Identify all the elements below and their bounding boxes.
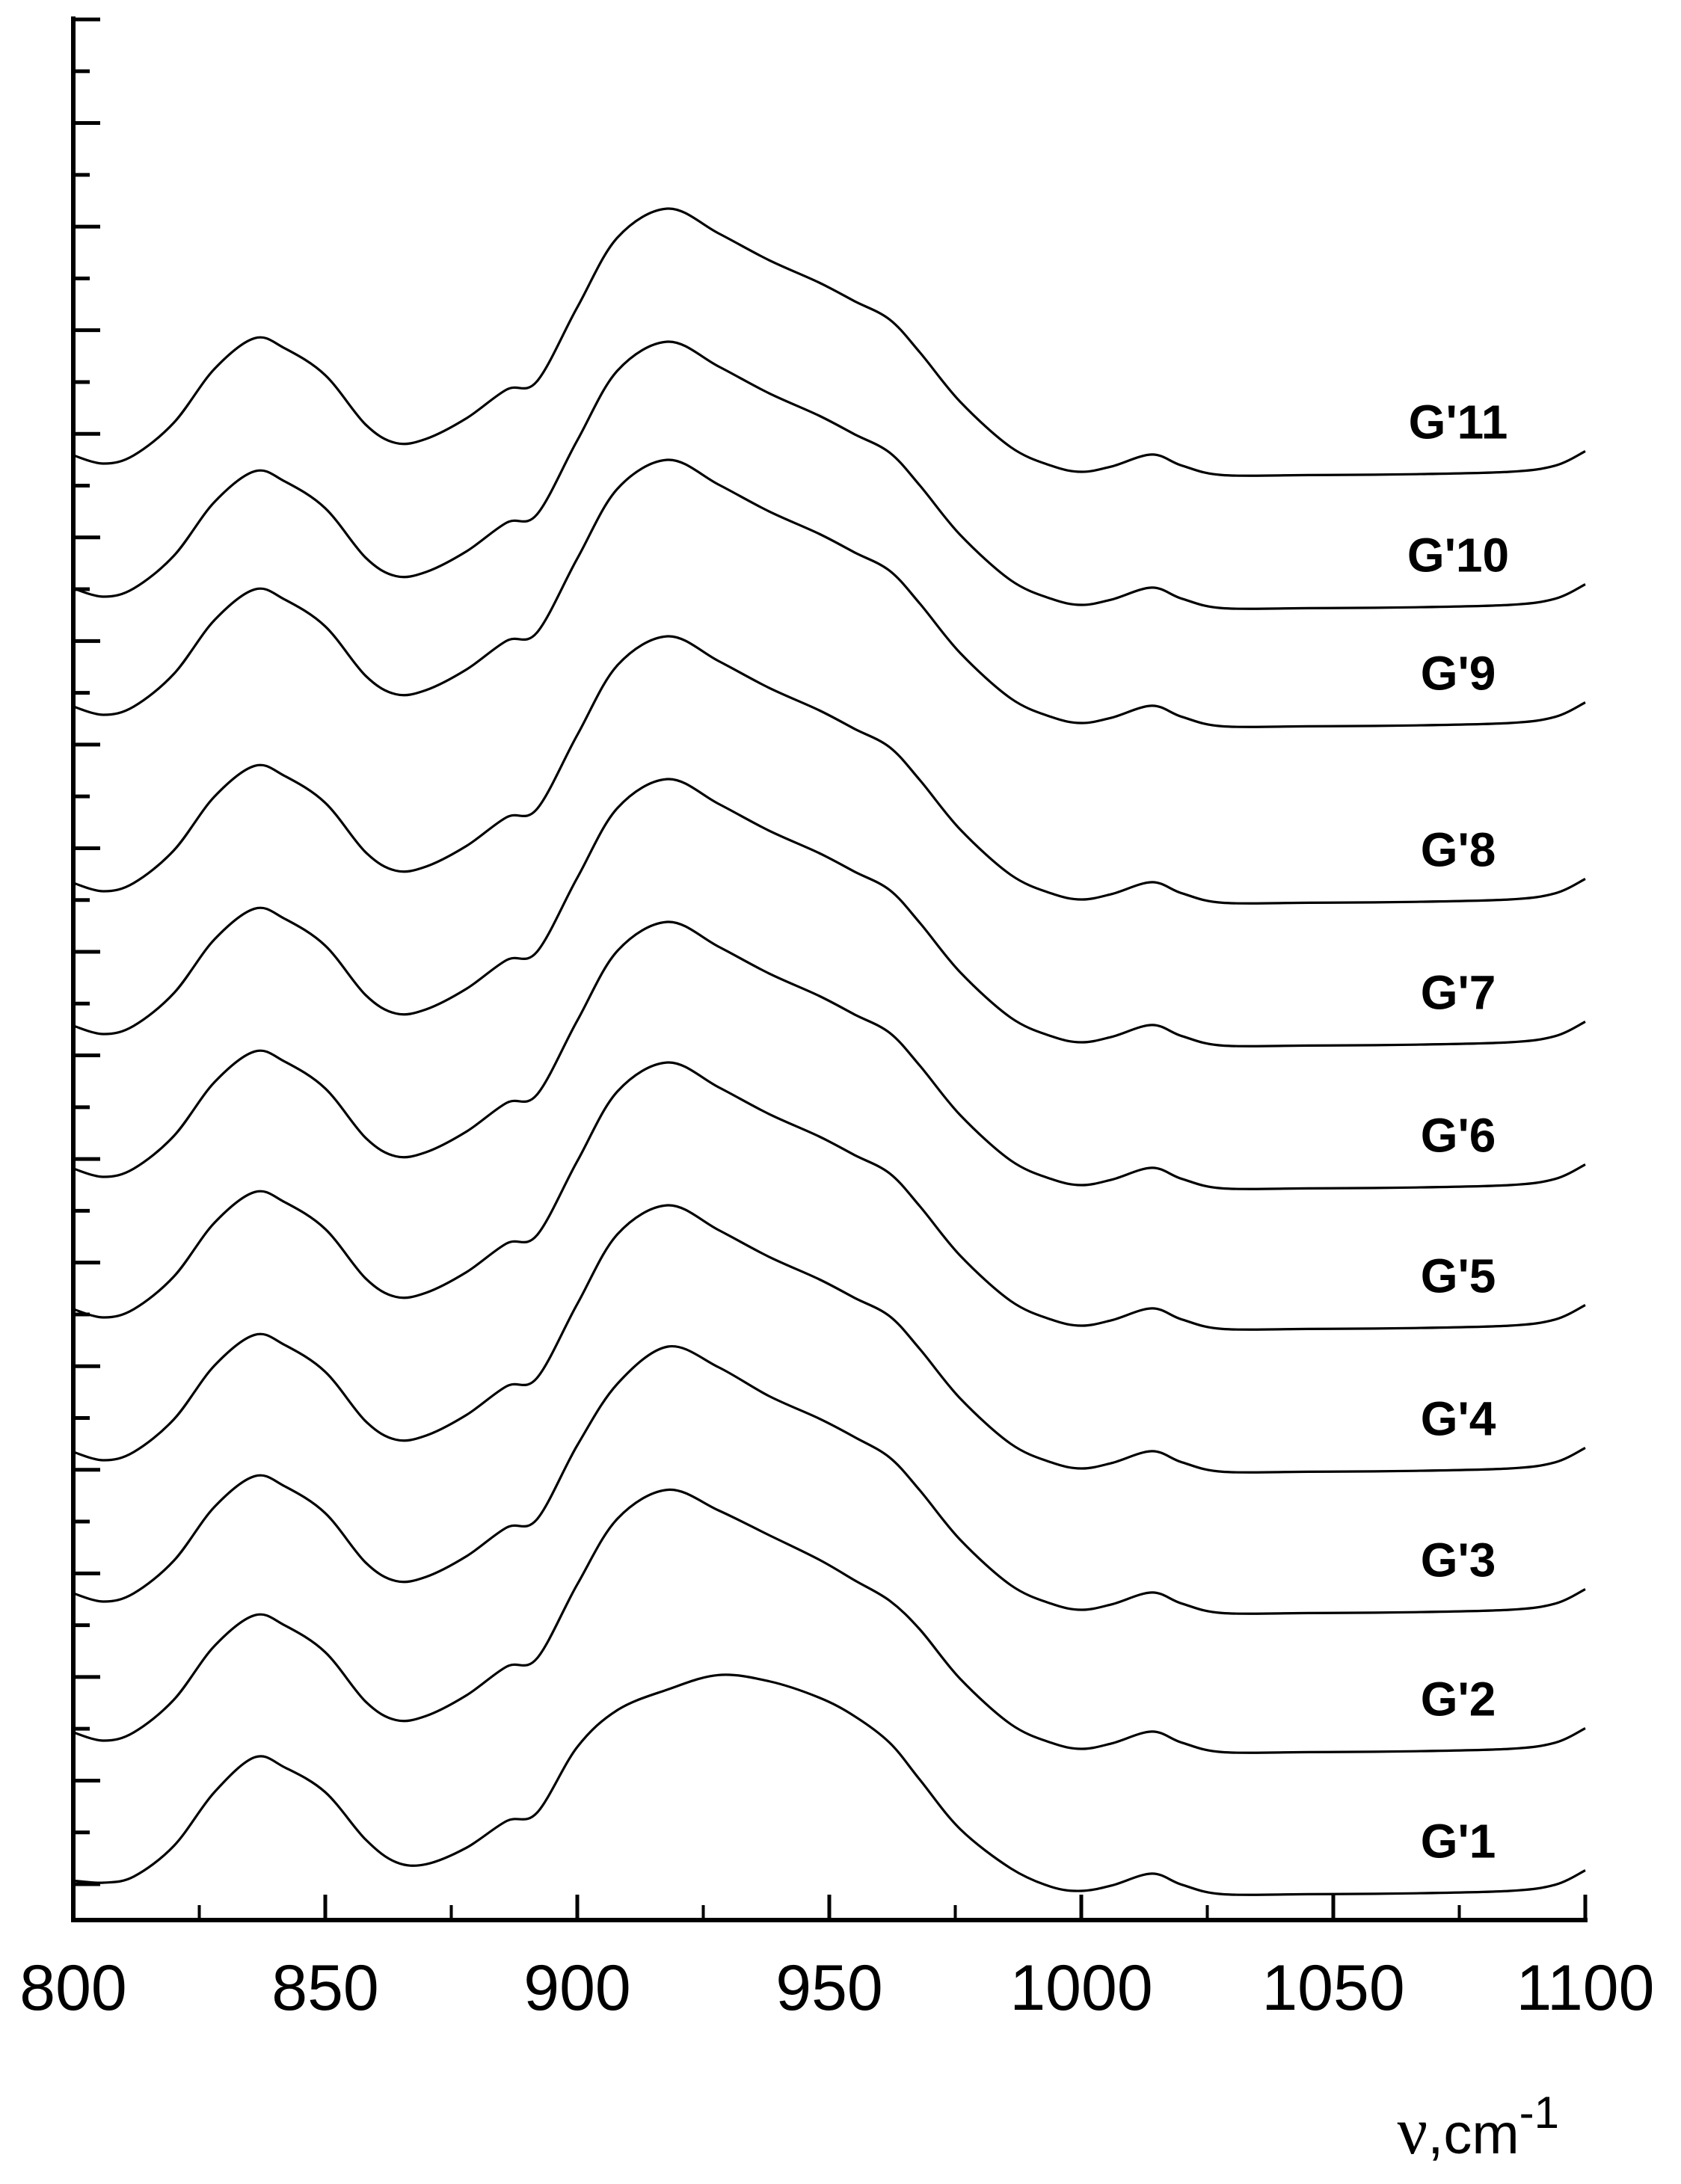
x-tick-label: 850 (271, 1952, 379, 2024)
x-tick-label: 1050 (1261, 1952, 1404, 2024)
series-label: G'8 (1421, 822, 1496, 876)
series-labels: G'1 G'2 G'3 G'4 G'5 G'6 G'7 G'8 G'9 G'10 G'11 (1407, 395, 1509, 1868)
x-axis-unit-exponent: -1 (1519, 2088, 1559, 2138)
series-label: G'6 (1421, 1108, 1496, 1162)
series-label: G'3 (1421, 1533, 1496, 1587)
x-axis-symbol: ν (1398, 2094, 1428, 2168)
series-line (73, 458, 1586, 728)
x-tick-label: 1000 (1009, 1952, 1152, 2024)
x-tick-label: 1100 (1516, 1952, 1655, 2024)
series-line (73, 207, 1586, 477)
axes: 800 850 900 950 1000 1050 1100 (19, 16, 1654, 2024)
series-label: G'11 (1409, 395, 1508, 449)
series-label: G'9 (1421, 646, 1496, 700)
series-label: G'5 (1421, 1249, 1496, 1302)
series-label: G'2 (1421, 1672, 1496, 1726)
series-label: G'1 (1421, 1814, 1496, 1868)
x-axis-unit: ,cm (1428, 2103, 1519, 2166)
series-line (73, 1673, 1586, 1896)
series-line (73, 1488, 1586, 1754)
x-axis-tick-labels: 800 850 900 950 1000 1050 1100 (19, 1952, 1654, 2024)
y-axis-ticks (73, 17, 100, 1886)
series-label: G'4 (1421, 1391, 1496, 1445)
series-line (73, 1345, 1586, 1615)
x-axis-ticks (71, 1895, 1588, 1920)
series-label: G'7 (1421, 965, 1496, 1019)
series-line (73, 778, 1586, 1048)
x-tick-label: 800 (19, 1952, 127, 2024)
series-line (73, 635, 1586, 905)
x-tick-label: 900 (523, 1952, 631, 2024)
x-axis-title: ν,cm-1 (1398, 2088, 1560, 2168)
series-line (73, 920, 1586, 1190)
series-curves (73, 207, 1586, 1896)
series-line (73, 1204, 1586, 1474)
series-line (73, 340, 1586, 610)
series-label: G'10 (1407, 528, 1509, 582)
series-line (73, 1061, 1586, 1331)
x-tick-label: 950 (775, 1952, 883, 2024)
